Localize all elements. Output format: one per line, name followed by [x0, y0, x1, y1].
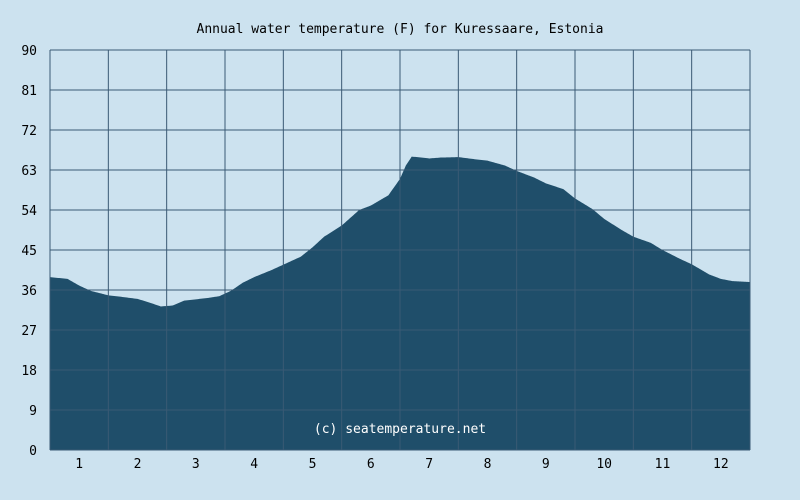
y-axis-ticks: 0 9 18 27 36 45 54 63 72 81 90 — [21, 44, 37, 459]
x-tick-label: 4 — [250, 457, 258, 472]
y-tick-label: 18 — [21, 364, 37, 379]
y-tick-label: 72 — [21, 124, 37, 139]
x-tick-label: 9 — [542, 457, 550, 472]
x-tick-label: 11 — [655, 457, 671, 472]
chart-title: Annual water temperature (F) for Kuressa… — [197, 22, 604, 37]
y-tick-label: 27 — [21, 324, 37, 339]
y-tick-label: 90 — [21, 44, 37, 59]
x-tick-label: 10 — [596, 457, 612, 472]
watermark-credit: (c) seatemperature.net — [314, 422, 486, 437]
y-tick-label: 81 — [21, 84, 37, 99]
grid-lines — [49, 49, 751, 451]
x-axis-ticks: 1 2 3 4 5 6 7 8 9 10 11 12 — [75, 457, 728, 472]
x-tick-label: 12 — [713, 457, 729, 472]
y-tick-label: 45 — [21, 244, 37, 259]
y-tick-label: 54 — [21, 204, 37, 219]
x-tick-label: 2 — [134, 457, 142, 472]
x-tick-label: 8 — [484, 457, 492, 472]
x-tick-label: 7 — [425, 457, 433, 472]
y-tick-label: 0 — [29, 444, 37, 459]
y-tick-label: 63 — [21, 164, 37, 179]
x-tick-label: 5 — [309, 457, 317, 472]
x-tick-label: 1 — [75, 457, 83, 472]
x-tick-label: 3 — [192, 457, 200, 472]
y-tick-label: 36 — [21, 284, 37, 299]
y-tick-label: 9 — [29, 404, 37, 419]
x-tick-label: 6 — [367, 457, 375, 472]
